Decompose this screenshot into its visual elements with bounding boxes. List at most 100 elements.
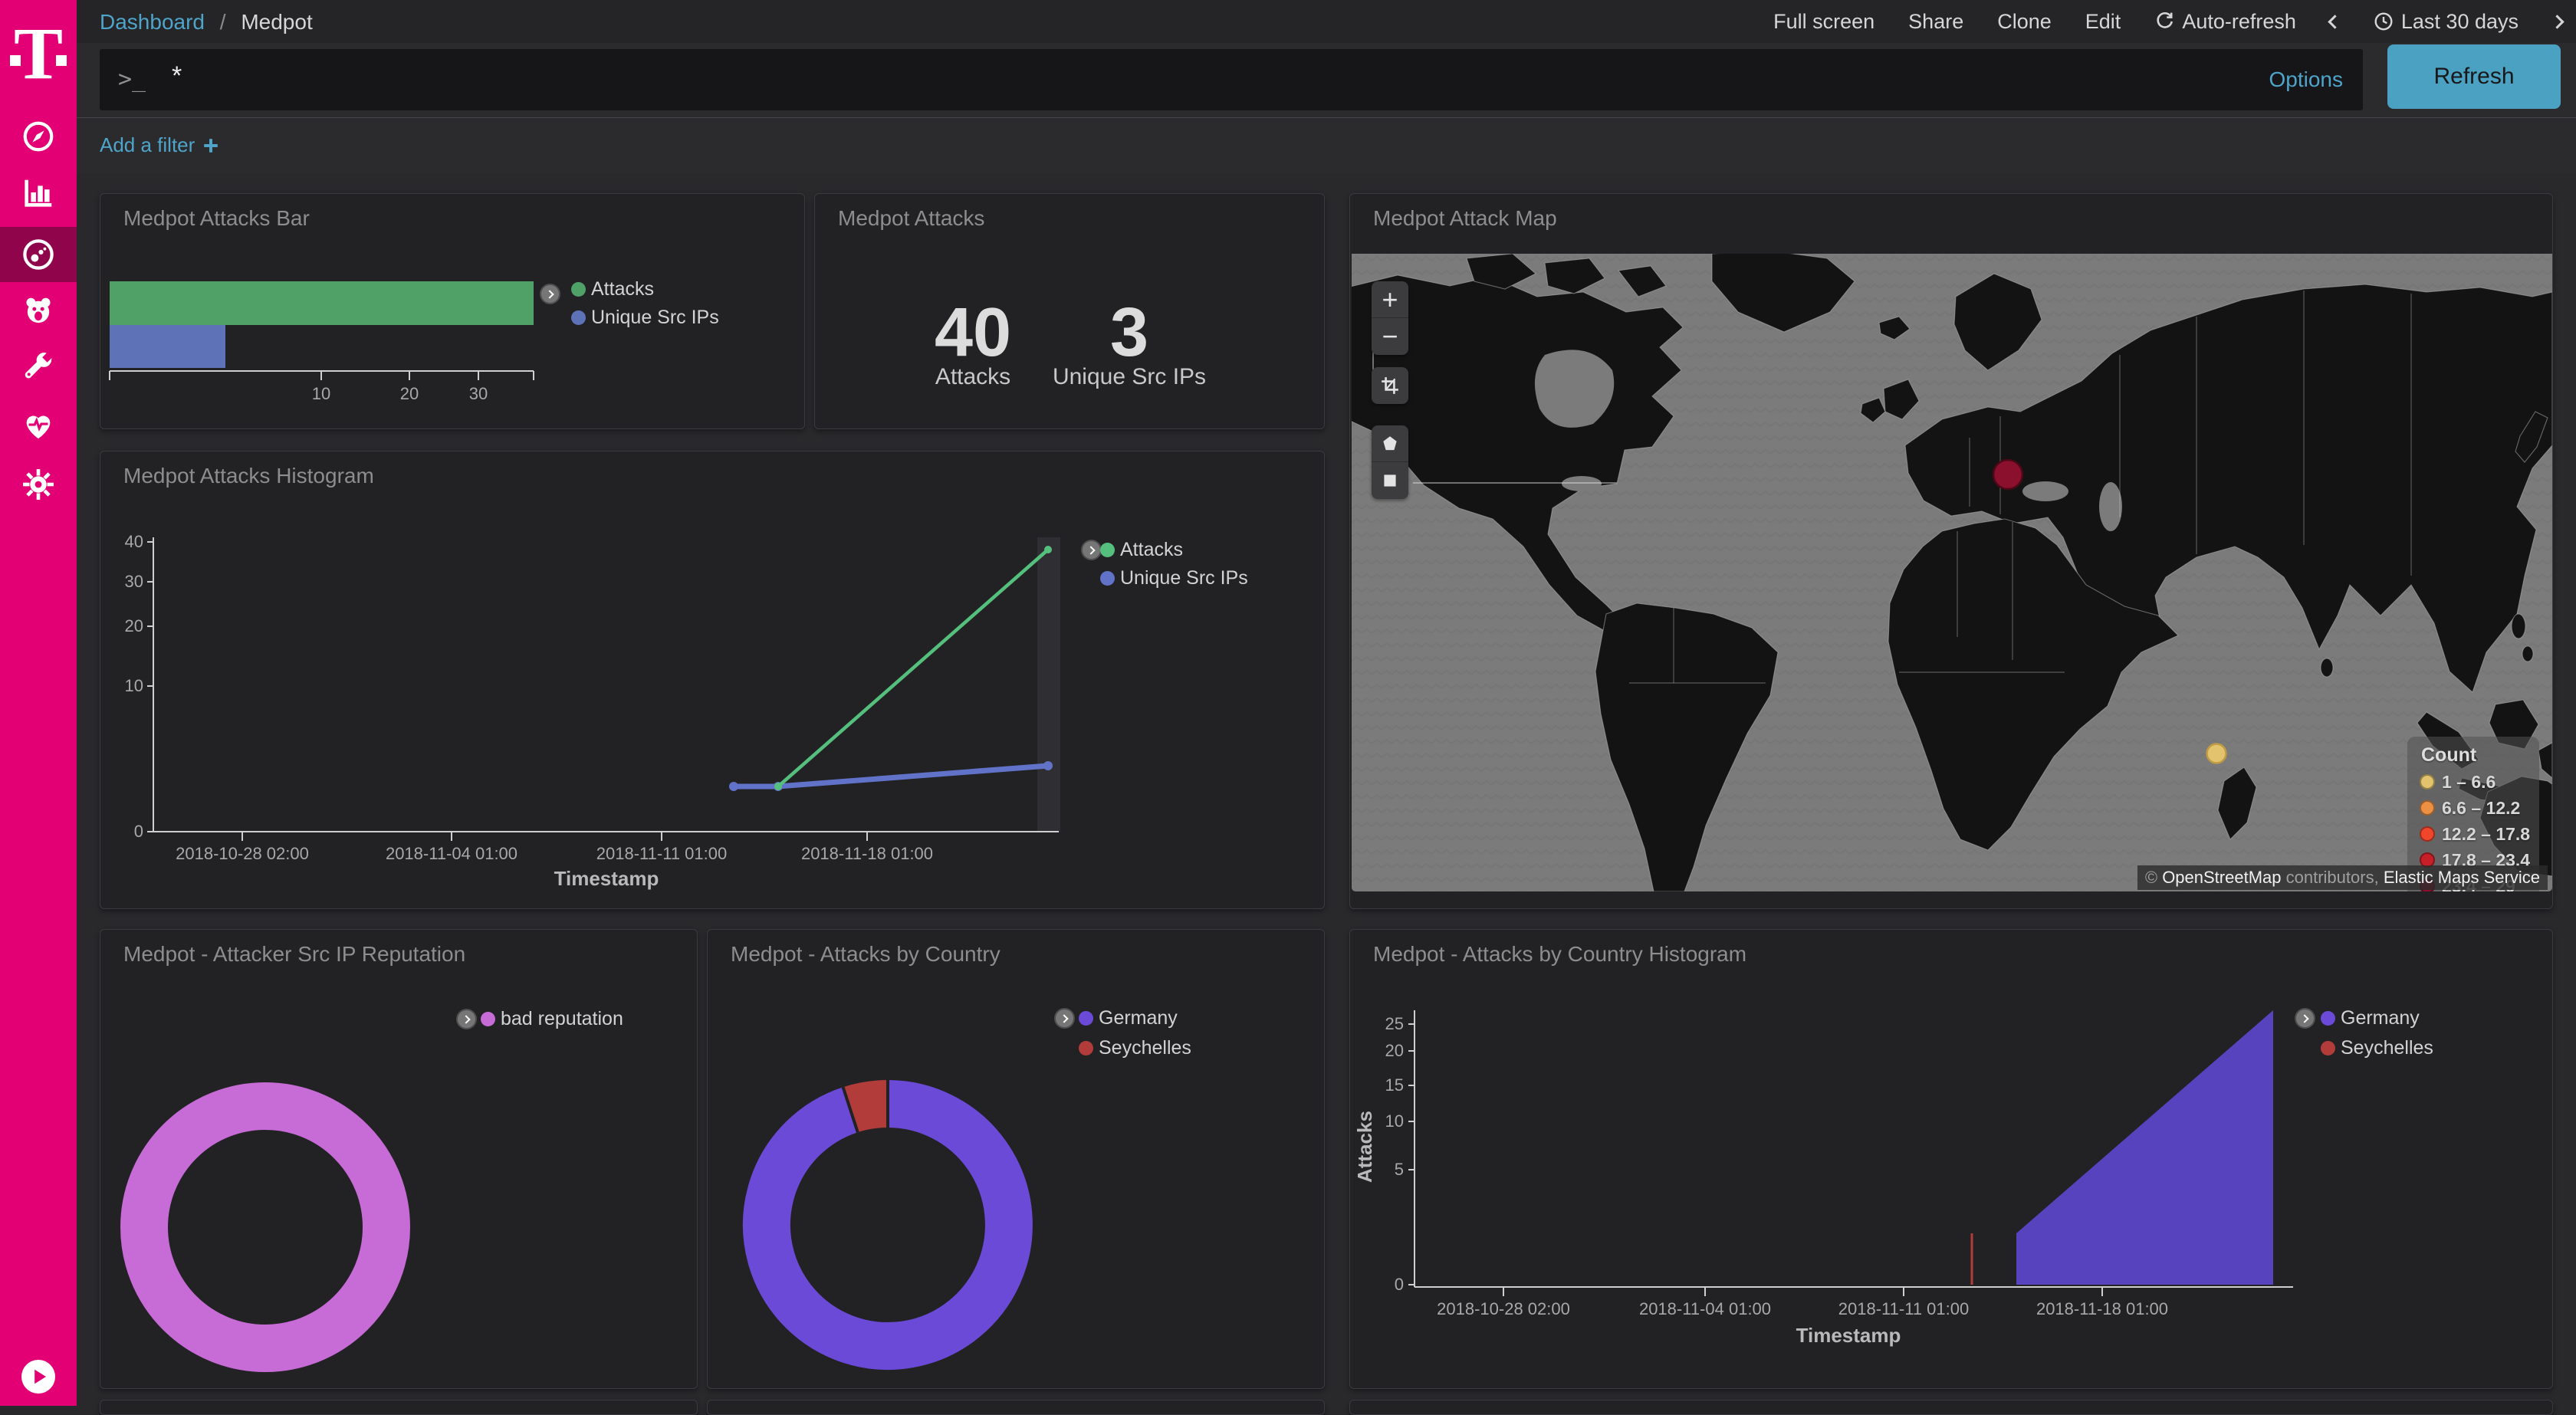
sidebar-collapse-button[interactable] bbox=[20, 1358, 57, 1395]
zoom-in-button[interactable]: + bbox=[1372, 281, 1408, 318]
x-tick: 2018-11-18 01:00 bbox=[2036, 1299, 2169, 1318]
x-axis-title: Timestamp bbox=[1796, 1324, 1901, 1347]
share-button[interactable]: Share bbox=[1908, 9, 1964, 33]
clone-button[interactable]: Clone bbox=[1997, 9, 2052, 33]
time-range-picker[interactable]: Last 30 days bbox=[2374, 10, 2518, 34]
donut-slice-germany[interactable] bbox=[742, 1080, 1033, 1370]
sidebar-item-visualize[interactable] bbox=[0, 165, 77, 220]
panel-title: Medpot Attacks Bar bbox=[123, 206, 310, 230]
map-fit-control bbox=[1372, 367, 1408, 404]
divider bbox=[77, 117, 2576, 118]
legend-toggle-button[interactable] bbox=[1081, 540, 1102, 560]
legend-dot-germany bbox=[2321, 1011, 2335, 1026]
attacks-bar-chart bbox=[109, 281, 534, 380]
metric-value-unique-src-ips: 3 bbox=[1109, 294, 1149, 371]
time-forward-button[interactable] bbox=[2550, 14, 2564, 29]
x-tick: 10 bbox=[311, 384, 331, 403]
legend-dot-unique-src-ips bbox=[571, 310, 586, 325]
map-dot-seychelles[interactable] bbox=[2206, 743, 2227, 764]
sidebar-item-dashboard[interactable] bbox=[0, 227, 77, 282]
panel-title: Medpot - Attacker Src IP Reputation bbox=[123, 942, 466, 966]
attacks-by-country-donut bbox=[742, 1079, 1033, 1370]
panel-next-row-partial bbox=[707, 1400, 1325, 1415]
x-tick: 2018-10-28 02:00 bbox=[1437, 1299, 1570, 1318]
bear-icon bbox=[26, 297, 51, 323]
map-dot-germany[interactable] bbox=[1992, 458, 2024, 491]
elastic-maps-service-link[interactable]: Elastic Maps Service bbox=[2383, 868, 2540, 887]
legend-dot-bad-reputation bbox=[481, 1012, 495, 1026]
legend-item-bad-reputation[interactable]: bad reputation bbox=[501, 1008, 623, 1029]
legend-toggle-button[interactable] bbox=[1054, 1008, 1075, 1029]
x-tick: 2018-11-18 01:00 bbox=[800, 844, 934, 863]
x-tick: 2018-11-04 01:00 bbox=[385, 844, 518, 863]
y-tick: 0 bbox=[133, 822, 143, 841]
sidebar-item-discover[interactable] bbox=[0, 109, 77, 164]
search-input[interactable] bbox=[172, 61, 2165, 91]
x-tick: 2018-11-11 01:00 bbox=[1838, 1299, 1970, 1318]
draw-rectangle-button[interactable] bbox=[1372, 462, 1408, 499]
legend-item-unique-src-ips[interactable]: Unique Src IPs bbox=[1120, 567, 1248, 589]
legend-item-germany[interactable]: Germany bbox=[2341, 1007, 2420, 1029]
sidebar-item-management[interactable] bbox=[0, 457, 77, 512]
map-legend-title: Count bbox=[2421, 744, 2477, 766]
app-sidebar: T bbox=[0, 0, 77, 1406]
chevron-right-icon bbox=[545, 290, 554, 299]
chevron-right-icon bbox=[1086, 546, 1096, 555]
legend-item-attacks[interactable]: Attacks bbox=[1120, 539, 1183, 560]
panel-attack-map: Medpot Attack Map bbox=[1349, 193, 2553, 909]
time-back-button[interactable] bbox=[2328, 14, 2342, 29]
legend-item-unique-src-ips[interactable]: Unique Src IPs bbox=[591, 307, 719, 328]
auto-refresh-button[interactable]: Auto-refresh bbox=[2154, 10, 2296, 34]
filter-bar: Add a filter bbox=[77, 118, 2576, 173]
x-tick: 30 bbox=[468, 384, 488, 403]
heartbeat-icon bbox=[26, 415, 51, 439]
legend-item-attacks[interactable]: Attacks bbox=[591, 278, 654, 300]
topbar-actions: Full screen Share Clone Edit Auto-refres… bbox=[1773, 0, 2564, 43]
legend-item-seychelles[interactable]: Seychelles bbox=[2341, 1037, 2433, 1059]
panel-next-row-partial bbox=[1349, 1400, 2553, 1415]
y-tick: 25 bbox=[1385, 1014, 1404, 1033]
breadcrumb: Dashboard / Medpot bbox=[100, 10, 313, 34]
draw-polygon-button[interactable] bbox=[1372, 425, 1408, 462]
x-tick: 2018-11-04 01:00 bbox=[1638, 1299, 1772, 1318]
search-input-container: >_ Options bbox=[100, 49, 2363, 110]
world-map[interactable]: + − bbox=[1352, 254, 2552, 891]
zoom-out-button[interactable]: − bbox=[1382, 320, 1398, 352]
legend-toggle-button[interactable] bbox=[2295, 1008, 2315, 1029]
sidebar-item-tpot[interactable] bbox=[0, 283, 77, 338]
logo-left-square bbox=[10, 55, 21, 66]
query-options-link[interactable]: Options bbox=[2269, 67, 2344, 91]
panel-title: Medpot - Attacks by Country Histogram bbox=[1373, 942, 1747, 966]
crop-icon bbox=[1382, 377, 1398, 394]
edit-button[interactable]: Edit bbox=[2085, 9, 2121, 33]
full-screen-button[interactable]: Full screen bbox=[1773, 9, 1875, 33]
fit-data-bounds-button[interactable] bbox=[1372, 367, 1408, 404]
panel-next-row-partial bbox=[100, 1400, 698, 1415]
y-tick: 10 bbox=[124, 676, 143, 695]
breadcrumb-dashboard-link[interactable]: Dashboard bbox=[100, 10, 205, 34]
map-legend-row: 12.2 – 17.8 bbox=[2420, 824, 2530, 844]
refresh-button[interactable]: Refresh bbox=[2387, 44, 2561, 109]
metric-value-attacks: 40 bbox=[934, 294, 1012, 371]
legend-toggle-button[interactable] bbox=[456, 1009, 477, 1029]
legend-toggle-button[interactable] bbox=[540, 284, 560, 304]
refresh-cycle-icon bbox=[2157, 12, 2174, 28]
map-legend-row: 1 – 6.6 bbox=[2420, 772, 2496, 792]
openstreetmap-link[interactable]: OpenStreetMap bbox=[2162, 868, 2282, 887]
legend-dot-bucket-3 bbox=[2420, 826, 2435, 842]
telekom-t-logo: T bbox=[0, 14, 77, 98]
wrench-icon bbox=[25, 353, 52, 379]
country-histogram-chart bbox=[1408, 1010, 2293, 1296]
gauge-icon bbox=[23, 239, 54, 270]
legend-item-germany[interactable]: Germany bbox=[1099, 1007, 1178, 1029]
sidebar-item-devtools[interactable] bbox=[0, 340, 77, 396]
panel-ip-reputation: Medpot - Attacker Src IP Reputation bad … bbox=[100, 929, 698, 1389]
donut-slice-seychelles[interactable] bbox=[843, 1079, 889, 1133]
legend-item-seychelles[interactable]: Seychelles bbox=[1099, 1037, 1191, 1059]
area-germany[interactable] bbox=[2016, 1010, 2273, 1285]
sidebar-item-monitoring[interactable] bbox=[0, 398, 77, 453]
x-axis-title: Timestamp bbox=[554, 867, 659, 890]
add-filter-link[interactable]: Add a filter bbox=[100, 133, 219, 157]
legend-dot-seychelles bbox=[2321, 1041, 2335, 1056]
donut-slice-bad-reputation[interactable] bbox=[120, 1082, 410, 1372]
